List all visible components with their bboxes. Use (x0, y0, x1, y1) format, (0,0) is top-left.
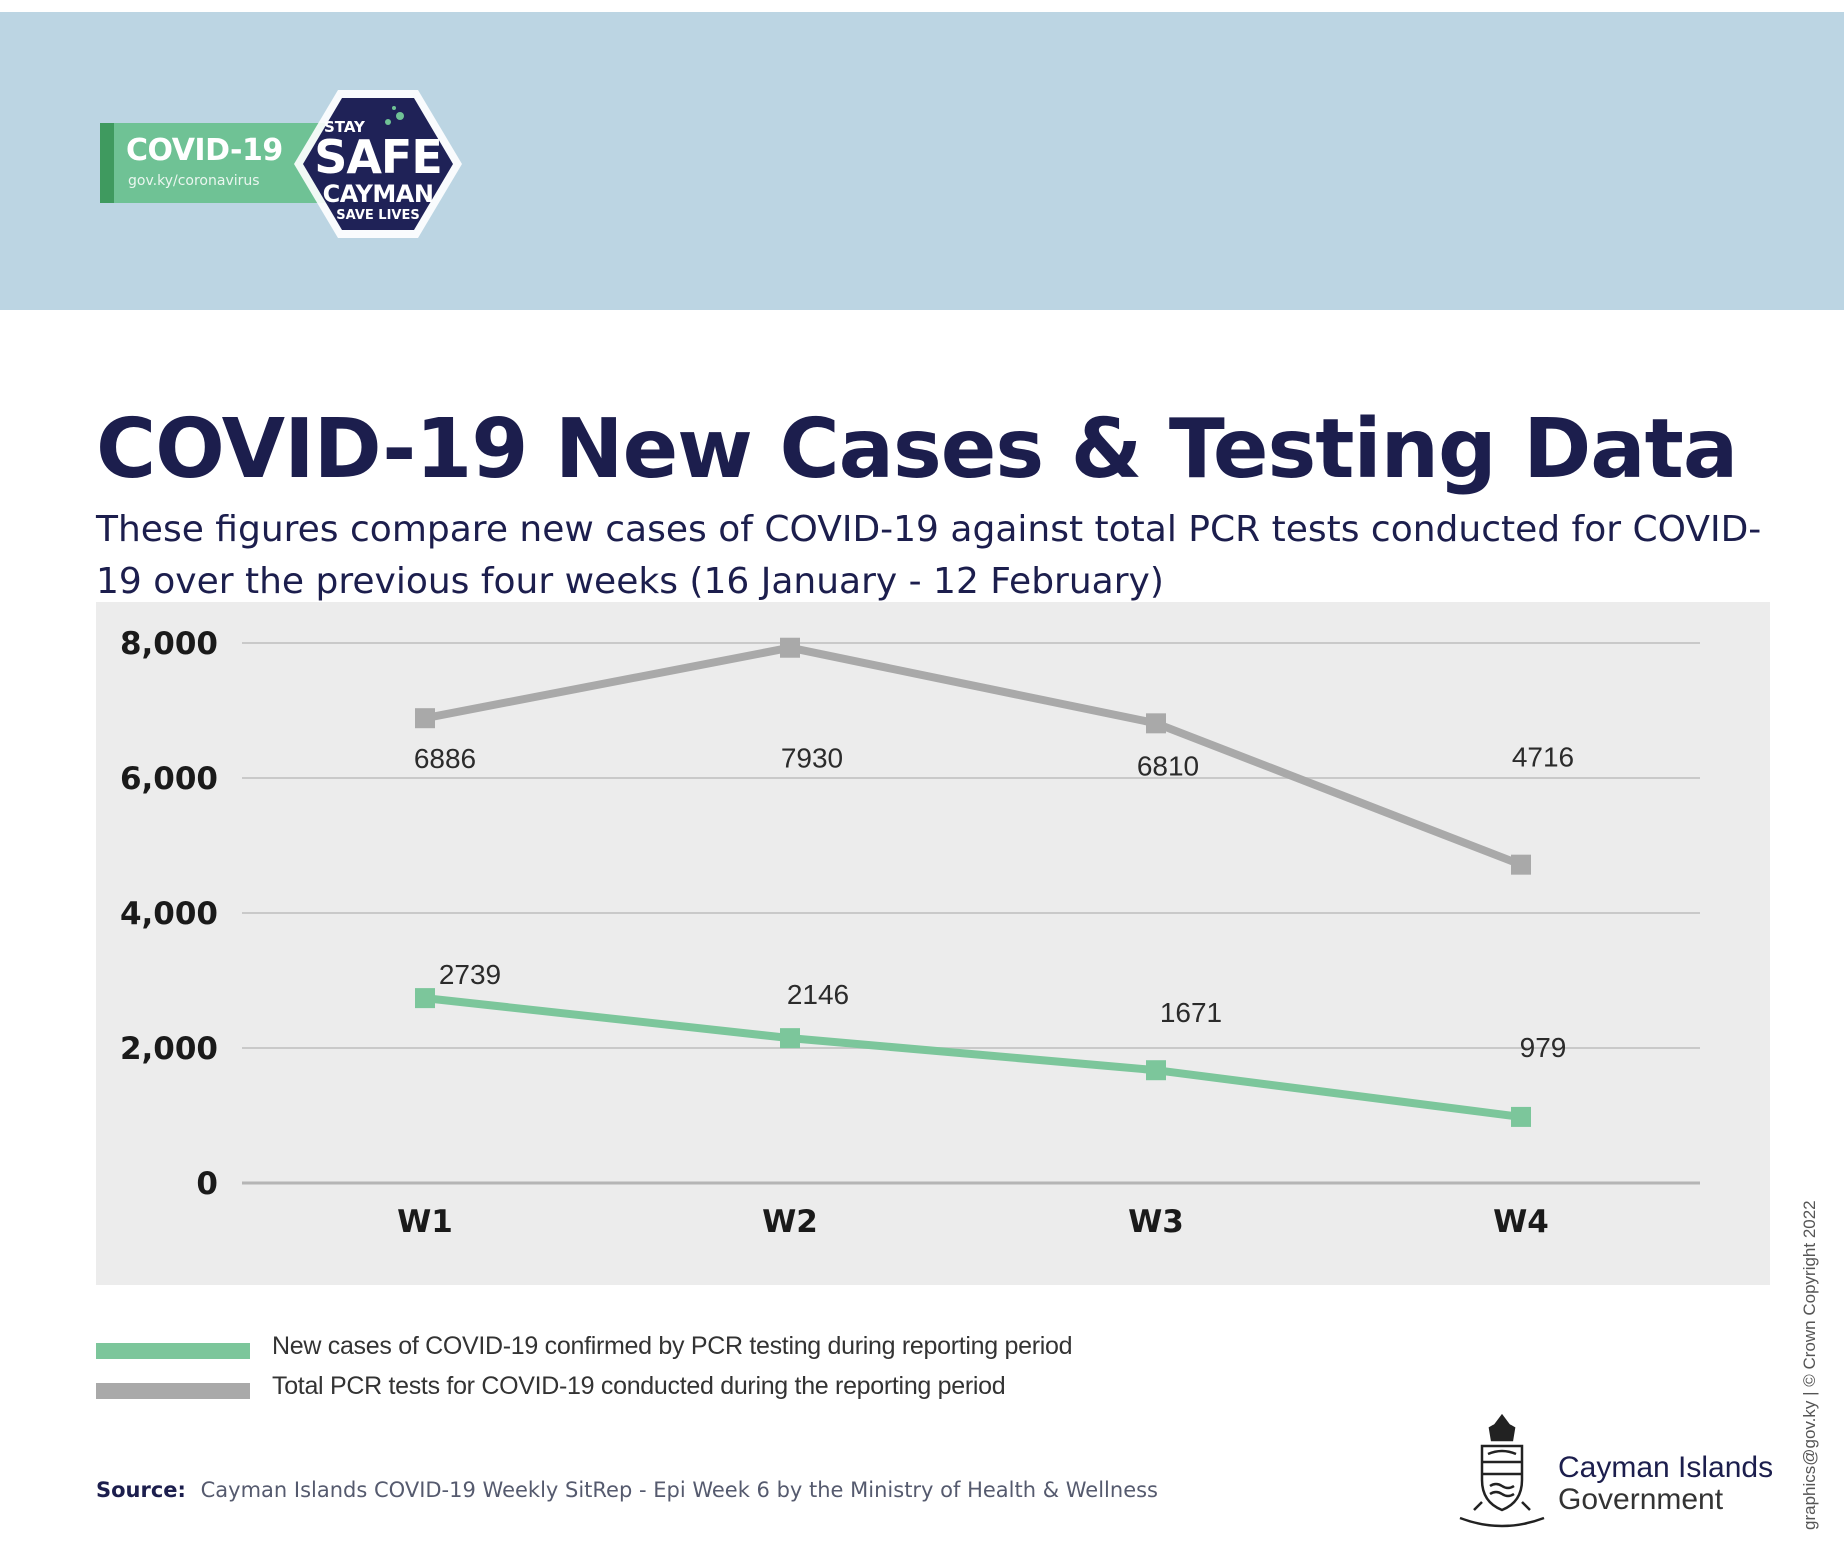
stay-safe-badge: STAY SAFE CAYMAN SAVE LIVES (290, 86, 466, 242)
data-label: 6886 (414, 743, 476, 774)
y-tick-label: 0 (196, 1166, 218, 1202)
copyright-credit: graphics@gov.ky | © Crown Copyright 2022 (1800, 1200, 1819, 1530)
y-tick-label: 2,000 (120, 1031, 218, 1067)
data-label: 2739 (439, 959, 501, 990)
x-tick-label: W1 (397, 1204, 453, 1240)
source-note: Source: Cayman Islands COVID-19 Weekly S… (96, 1478, 1158, 1502)
covid-logo: COVID-19 gov.ky/coronavirus (100, 123, 330, 203)
badge-safe: SAFE (314, 130, 443, 184)
data-point (1511, 1106, 1531, 1127)
x-tick-label: W4 (1493, 1204, 1549, 1240)
legend-swatch-green (96, 1343, 250, 1359)
badge-lives: SAVE LIVES (336, 208, 420, 223)
badge-cayman: CAYMAN (322, 180, 434, 208)
gov-line2: Government (1558, 1483, 1724, 1516)
series-line (424, 643, 1523, 869)
data-label: 979 (1520, 1032, 1567, 1063)
series-line (424, 994, 1522, 1121)
data-point (1146, 713, 1166, 734)
data-label: 6810 (1137, 750, 1199, 781)
data-label: 4716 (1512, 742, 1574, 773)
chart-area (96, 602, 1770, 1285)
legend-label: Total PCR tests for COVID-19 conducted d… (272, 1372, 1006, 1400)
data-point (780, 1028, 800, 1049)
logo-edge (100, 123, 114, 203)
source-label: Source: (96, 1478, 186, 1502)
data-point (415, 988, 435, 1009)
data-label: 7930 (781, 743, 843, 774)
legend-swatch-gray (96, 1383, 250, 1399)
data-label: 1671 (1160, 997, 1222, 1028)
x-tick-label: W3 (1128, 1204, 1184, 1240)
coat-of-arms-icon (1459, 1413, 1545, 1528)
data-point (780, 637, 800, 658)
source-text: Cayman Islands COVID-19 Weekly SitRep - … (200, 1478, 1158, 1502)
stay-safe-badge-icon (294, 90, 462, 238)
page-title: COVID-19 New Cases & Testing Data (96, 402, 1738, 497)
y-tick-label: 4,000 (120, 896, 218, 932)
logo-title: COVID-19 (126, 133, 283, 168)
y-tick-label: 8,000 (120, 626, 218, 662)
badge-stay: STAY (324, 118, 365, 136)
government-wordmark: Cayman Islands Government (1558, 1452, 1773, 1516)
data-point (1146, 1060, 1166, 1081)
data-label: 2146 (787, 979, 849, 1010)
logo-url: gov.ky/coronavirus (128, 173, 260, 189)
x-tick-label: W2 (762, 1204, 818, 1240)
page-subtitle: These figures compare new cases of COVID… (96, 509, 1762, 602)
data-point (1511, 854, 1531, 875)
gov-line1: Cayman Islands (1558, 1451, 1774, 1484)
data-point (415, 708, 435, 729)
y-tick-label: 6,000 (120, 761, 218, 797)
legend-label: New cases of COVID-19 confirmed by PCR t… (272, 1332, 1073, 1360)
